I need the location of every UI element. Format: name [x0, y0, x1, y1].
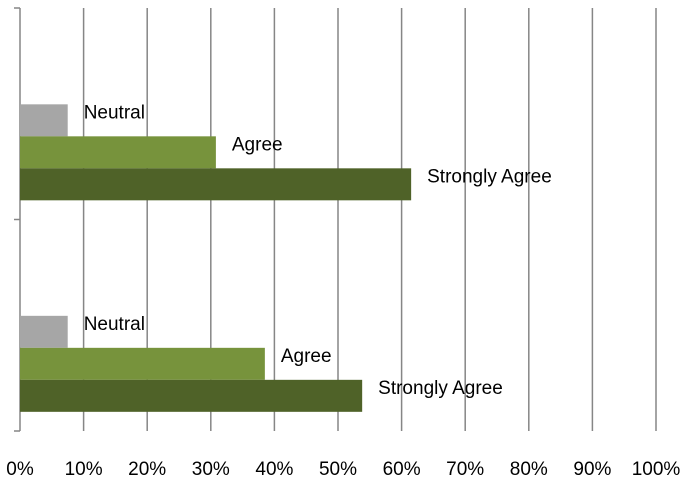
bar: [20, 347, 265, 380]
bar-data-label: Strongly Agree: [427, 166, 552, 187]
bar-data-label: Neutral: [84, 314, 145, 335]
x-tick-label: 90%: [573, 459, 611, 480]
x-tick-label: 10%: [65, 459, 103, 480]
x-tick-label: 50%: [319, 459, 357, 480]
bar: [20, 315, 68, 348]
bar-labels: Neutral Agree Strongly Agree Neutral Agree St…: [84, 102, 552, 399]
bar: [20, 136, 216, 169]
x-tick-label: 80%: [510, 459, 548, 480]
bar-data-label: Strongly Agree: [378, 378, 503, 399]
x-tick-label: 40%: [255, 459, 293, 480]
x-tick-label: 0%: [6, 459, 34, 480]
x-tick-label: 30%: [192, 459, 230, 480]
bars: [20, 104, 412, 412]
x-tick-label: 20%: [128, 459, 166, 480]
x-tick-labels: 0% 10% 20% 30% 40% 50% 60% 70% 80% 90% 100%: [6, 459, 680, 480]
x-tick-label: 70%: [446, 459, 484, 480]
bar-data-label: Agree: [281, 346, 332, 367]
x-tick-label: 100%: [632, 459, 681, 480]
bar-data-label: Neutral: [84, 102, 145, 123]
bar: [20, 168, 412, 201]
bar: [20, 379, 363, 412]
gridlines: [82, 8, 657, 431]
x-tick-label: 60%: [383, 459, 421, 480]
axes: [14, 7, 21, 432]
bar-data-label: Agree: [232, 134, 283, 155]
bar: [20, 104, 68, 137]
